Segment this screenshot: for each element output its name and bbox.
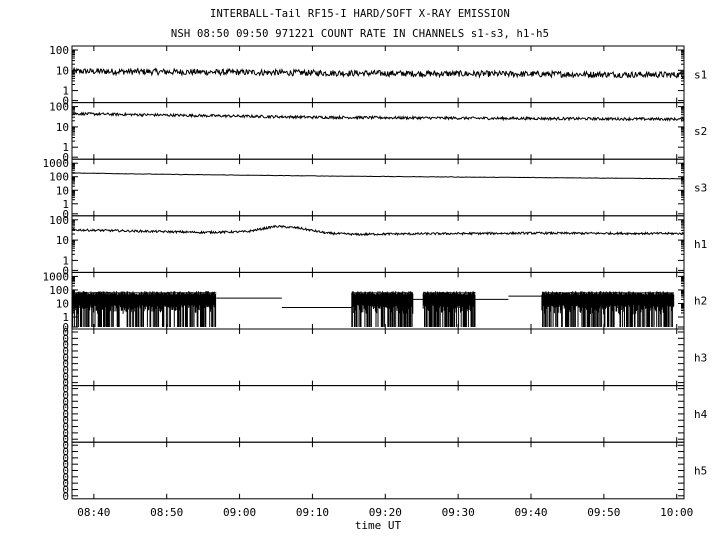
y-tick-label: 0 <box>62 326 69 339</box>
series-h2-bursts <box>71 291 675 327</box>
panel-frame <box>71 215 685 273</box>
panel-frame <box>71 441 685 500</box>
y-tick-label: 0 <box>62 402 69 415</box>
y-tick-label: 0 <box>62 477 69 490</box>
y-tick-label: 0 <box>62 389 69 402</box>
y-tick-label: 10 <box>56 297 69 310</box>
y-tick-label: 0 <box>62 321 69 334</box>
x-tick-label: 08:40 <box>77 506 110 519</box>
channel-label: s1 <box>694 68 707 81</box>
y-tick-label: 0 <box>62 414 69 427</box>
y-tick-label: 0 <box>62 264 69 277</box>
series-s3 <box>71 172 684 180</box>
x-tick-label: 10:00 <box>660 506 693 519</box>
y-tick-label: 100 <box>49 284 69 297</box>
panel-frame <box>71 328 685 387</box>
y-tick-label: 0 <box>62 370 69 383</box>
y-tick-label: 10 <box>56 121 69 134</box>
y-tick-label: 0 <box>62 483 69 496</box>
x-tick-label: 09:50 <box>587 506 620 519</box>
y-tick-label: 0 <box>62 427 69 440</box>
y-tick-label: 1000 <box>43 157 70 170</box>
series-s2 <box>71 111 685 123</box>
y-tick-label: 0 <box>62 95 69 108</box>
panel-h1: 100 10 10 h1 <box>49 214 707 278</box>
series-s1 <box>71 66 685 79</box>
y-tick-label: 100 <box>49 44 69 57</box>
channel-label: h2 <box>694 295 707 308</box>
channel-label: h1 <box>694 238 707 251</box>
y-tick-label: 0 <box>62 351 69 364</box>
y-tick-label: 0 <box>62 208 69 221</box>
y-tick-label: 0 <box>62 408 69 421</box>
panel-frame <box>71 102 685 160</box>
series-h2-steps <box>216 295 542 308</box>
y-tick-label: 0 <box>62 446 69 459</box>
y-tick-label: 0 <box>62 458 69 471</box>
x-tick-label: 09:10 <box>296 506 329 519</box>
y-tick-label: 0 <box>62 433 69 446</box>
y-tick-label: 0 <box>62 490 69 503</box>
x-tick-label: 09:20 <box>369 506 402 519</box>
y-tick-label: 0 <box>62 471 69 484</box>
y-tick-label: 1 <box>62 198 69 211</box>
panel-s1: 100 10 10 s1 <box>49 44 707 108</box>
y-tick-label: 0 <box>62 452 69 465</box>
series-h1 <box>71 224 685 237</box>
y-tick-label: 0 <box>62 364 69 377</box>
panel-frame <box>71 385 685 443</box>
y-tick-label: 0 <box>62 439 69 452</box>
y-tick-label: 100 <box>49 171 69 184</box>
y-tick-label: 0 <box>62 332 69 345</box>
y-tick-label: 0 <box>62 377 69 390</box>
y-tick-label: 10 <box>56 234 69 247</box>
x-tick-label: 08:50 <box>150 506 183 519</box>
channel-label: s3 <box>694 182 707 195</box>
y-tick-label: 1 <box>62 141 69 154</box>
channel-label: h3 <box>694 351 707 364</box>
channel-label: s2 <box>694 125 707 138</box>
y-tick-label: 100 <box>49 101 69 114</box>
x-tick-label: 09:00 <box>223 506 256 519</box>
y-tick-label: 0 <box>62 345 69 358</box>
y-tick-label: 100 <box>49 214 69 227</box>
panel-frame <box>71 158 685 217</box>
chart-title: INTERBALL-Tail RF15-I HARD/SOFT X-RAY EM… <box>210 8 510 20</box>
y-tick-label: 0 <box>62 465 69 478</box>
x-tick-label: 09:40 <box>514 506 547 519</box>
y-tick-label: 10 <box>56 184 69 197</box>
y-tick-label: 0 <box>62 421 69 434</box>
y-tick-label: 1 <box>62 311 69 324</box>
y-tick-label: 0 <box>62 383 69 396</box>
y-tick-label: 10 <box>56 64 69 77</box>
y-tick-label: 0 <box>62 395 69 408</box>
y-tick-label: 0 <box>62 339 69 352</box>
channel-label: h5 <box>694 465 707 478</box>
y-tick-label: 1 <box>62 254 69 267</box>
channel-label: h4 <box>694 408 708 421</box>
x-axis-label: time UT <box>355 519 402 532</box>
panel-s2: 100 10 10 s2 <box>49 101 707 165</box>
y-tick-label: 0 <box>62 358 69 371</box>
x-tick-label: 09:30 <box>442 506 475 519</box>
y-tick-label: 0 <box>62 151 69 164</box>
y-tick-label: 1000 <box>43 270 70 283</box>
chart-subtitle: NSH 08:50 09:50 971221 COUNT RATE IN CHA… <box>170 28 550 40</box>
y-tick-label: 1 <box>62 85 69 98</box>
